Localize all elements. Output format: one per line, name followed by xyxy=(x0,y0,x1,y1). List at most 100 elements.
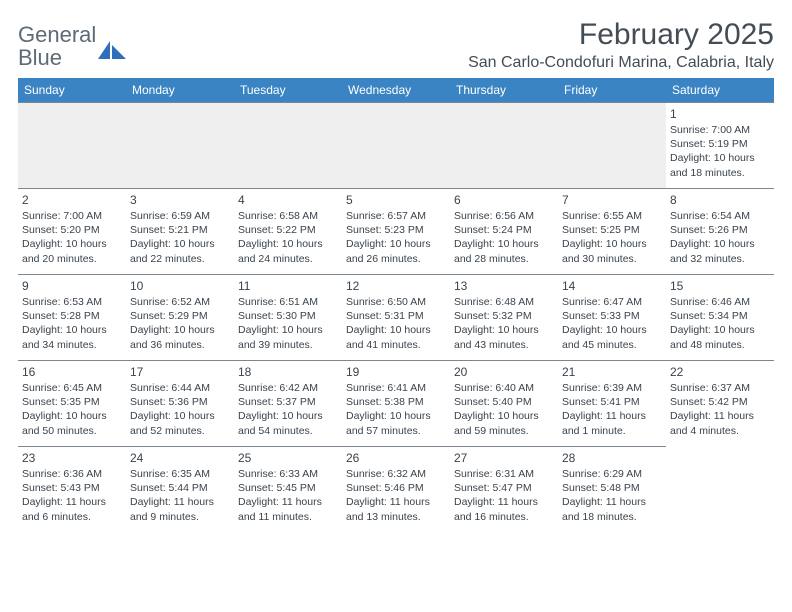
day-info: Sunrise: 6:56 AMSunset: 5:24 PMDaylight:… xyxy=(454,209,554,266)
weekday-label: Tuesday xyxy=(234,78,342,102)
day-number: 24 xyxy=(130,451,230,465)
empty-cell xyxy=(126,102,234,188)
day-cell: 2 Sunrise: 7:00 AMSunset: 5:20 PMDaylight… xyxy=(18,188,126,274)
weekday-label: Friday xyxy=(558,78,666,102)
weekday-label: Wednesday xyxy=(342,78,450,102)
day-number: 23 xyxy=(22,451,122,465)
day-info: Sunrise: 6:32 AMSunset: 5:46 PMDaylight:… xyxy=(346,467,446,524)
day-info: Sunrise: 6:52 AMSunset: 5:29 PMDaylight:… xyxy=(130,295,230,352)
title-block: February 2025 San Carlo-Condofuri Marina… xyxy=(468,18,774,72)
header: General Blue February 2025 San Carlo-Con… xyxy=(18,18,774,72)
day-cell: 22 Sunrise: 6:37 AMSunset: 5:42 PMDayligh… xyxy=(666,360,774,446)
day-number: 14 xyxy=(562,279,662,293)
day-number: 8 xyxy=(670,193,770,207)
day-number: 21 xyxy=(562,365,662,379)
day-info: Sunrise: 6:48 AMSunset: 5:32 PMDaylight:… xyxy=(454,295,554,352)
day-info: Sunrise: 6:58 AMSunset: 5:22 PMDaylight:… xyxy=(238,209,338,266)
day-cell: 21 Sunrise: 6:39 AMSunset: 5:41 PMDayligh… xyxy=(558,360,666,446)
day-number: 10 xyxy=(130,279,230,293)
day-info: Sunrise: 6:45 AMSunset: 5:35 PMDaylight:… xyxy=(22,381,122,438)
day-cell: 14 Sunrise: 6:47 AMSunset: 5:33 PMDayligh… xyxy=(558,274,666,360)
sail-icon xyxy=(98,39,128,61)
day-cell: 28 Sunrise: 6:29 AMSunset: 5:48 PMDayligh… xyxy=(558,446,666,532)
day-info: Sunrise: 6:31 AMSunset: 5:47 PMDaylight:… xyxy=(454,467,554,524)
day-cell: 25 Sunrise: 6:33 AMSunset: 5:45 PMDayligh… xyxy=(234,446,342,532)
day-cell: 6 Sunrise: 6:56 AMSunset: 5:24 PMDaylight… xyxy=(450,188,558,274)
day-cell: 27 Sunrise: 6:31 AMSunset: 5:47 PMDayligh… xyxy=(450,446,558,532)
day-number: 20 xyxy=(454,365,554,379)
location: San Carlo-Condofuri Marina, Calabria, It… xyxy=(468,54,774,72)
empty-cell xyxy=(234,102,342,188)
day-info: Sunrise: 6:40 AMSunset: 5:40 PMDaylight:… xyxy=(454,381,554,438)
empty-cell xyxy=(450,102,558,188)
day-info: Sunrise: 6:29 AMSunset: 5:48 PMDaylight:… xyxy=(562,467,662,524)
day-number: 13 xyxy=(454,279,554,293)
day-cell: 5 Sunrise: 6:57 AMSunset: 5:23 PMDaylight… xyxy=(342,188,450,274)
logo: General Blue xyxy=(18,18,128,70)
weekday-label: Sunday xyxy=(18,78,126,102)
empty-cell xyxy=(342,102,450,188)
day-cell: 7 Sunrise: 6:55 AMSunset: 5:25 PMDaylight… xyxy=(558,188,666,274)
day-number: 5 xyxy=(346,193,446,207)
day-cell: 18 Sunrise: 6:42 AMSunset: 5:37 PMDayligh… xyxy=(234,360,342,446)
day-cell: 3 Sunrise: 6:59 AMSunset: 5:21 PMDaylight… xyxy=(126,188,234,274)
day-cell: 20 Sunrise: 6:40 AMSunset: 5:40 PMDayligh… xyxy=(450,360,558,446)
day-cell: 11 Sunrise: 6:51 AMSunset: 5:30 PMDayligh… xyxy=(234,274,342,360)
day-info: Sunrise: 6:59 AMSunset: 5:21 PMDaylight:… xyxy=(130,209,230,266)
weekday-label: Saturday xyxy=(666,78,774,102)
day-cell: 19 Sunrise: 6:41 AMSunset: 5:38 PMDayligh… xyxy=(342,360,450,446)
weekday-header: SundayMondayTuesdayWednesdayThursdayFrid… xyxy=(18,78,774,102)
day-info: Sunrise: 6:51 AMSunset: 5:30 PMDaylight:… xyxy=(238,295,338,352)
day-number: 19 xyxy=(346,365,446,379)
day-cell: 1 Sunrise: 7:00 AMSunset: 5:19 PMDaylight… xyxy=(666,102,774,188)
day-cell: 16 Sunrise: 6:45 AMSunset: 5:35 PMDayligh… xyxy=(18,360,126,446)
day-info: Sunrise: 6:50 AMSunset: 5:31 PMDaylight:… xyxy=(346,295,446,352)
day-number: 27 xyxy=(454,451,554,465)
day-cell: 8Sunrise: 6:54 AMSunset: 5:26 PMDaylight… xyxy=(666,188,774,274)
day-info: Sunrise: 6:41 AMSunset: 5:38 PMDaylight:… xyxy=(346,381,446,438)
day-number: 26 xyxy=(346,451,446,465)
day-info: Sunrise: 6:33 AMSunset: 5:45 PMDaylight:… xyxy=(238,467,338,524)
day-cell: 4 Sunrise: 6:58 AMSunset: 5:22 PMDaylight… xyxy=(234,188,342,274)
day-number: 1 xyxy=(670,107,770,121)
day-info: Sunrise: 6:55 AMSunset: 5:25 PMDaylight:… xyxy=(562,209,662,266)
empty-cell xyxy=(558,102,666,188)
day-cell: 10 Sunrise: 6:52 AMSunset: 5:29 PMDayligh… xyxy=(126,274,234,360)
day-number: 7 xyxy=(562,193,662,207)
day-cell: 17Sunrise: 6:44 AMSunset: 5:36 PMDayligh… xyxy=(126,360,234,446)
day-cell: 23Sunrise: 6:36 AMSunset: 5:43 PMDayligh… xyxy=(18,446,126,532)
day-number: 18 xyxy=(238,365,338,379)
empty-cell xyxy=(18,102,126,188)
day-info: Sunrise: 6:39 AMSunset: 5:41 PMDaylight:… xyxy=(562,381,662,438)
day-cell: 15Sunrise: 6:46 AMSunset: 5:34 PMDayligh… xyxy=(666,274,774,360)
day-info: Sunrise: 7:00 AMSunset: 5:20 PMDaylight:… xyxy=(22,209,122,266)
day-number: 15 xyxy=(670,279,770,293)
day-number: 12 xyxy=(346,279,446,293)
calendar-body: 1 Sunrise: 7:00 AMSunset: 5:19 PMDaylight… xyxy=(18,102,774,532)
day-number: 11 xyxy=(238,279,338,293)
day-number: 2 xyxy=(22,193,122,207)
day-number: 9 xyxy=(22,279,122,293)
day-cell: 9Sunrise: 6:53 AMSunset: 5:28 PMDaylight… xyxy=(18,274,126,360)
day-number: 28 xyxy=(562,451,662,465)
day-info: Sunrise: 7:00 AMSunset: 5:19 PMDaylight:… xyxy=(670,123,770,180)
day-info: Sunrise: 6:42 AMSunset: 5:37 PMDaylight:… xyxy=(238,381,338,438)
day-number: 6 xyxy=(454,193,554,207)
weekday-label: Thursday xyxy=(450,78,558,102)
day-number: 4 xyxy=(238,193,338,207)
day-cell: 12 Sunrise: 6:50 AMSunset: 5:31 PMDayligh… xyxy=(342,274,450,360)
logo-word2: Blue xyxy=(18,45,62,70)
day-info: Sunrise: 6:37 AMSunset: 5:42 PMDaylight:… xyxy=(670,381,770,438)
day-info: Sunrise: 6:57 AMSunset: 5:23 PMDaylight:… xyxy=(346,209,446,266)
day-number: 22 xyxy=(670,365,770,379)
day-info: Sunrise: 6:44 AMSunset: 5:36 PMDaylight:… xyxy=(130,381,230,438)
day-number: 25 xyxy=(238,451,338,465)
day-number: 16 xyxy=(22,365,122,379)
day-number: 3 xyxy=(130,193,230,207)
day-info: Sunrise: 6:35 AMSunset: 5:44 PMDaylight:… xyxy=(130,467,230,524)
logo-word1: General xyxy=(18,22,96,47)
logo-text: General Blue xyxy=(18,24,96,70)
day-info: Sunrise: 6:47 AMSunset: 5:33 PMDaylight:… xyxy=(562,295,662,352)
month-title: February 2025 xyxy=(468,18,774,52)
weekday-label: Monday xyxy=(126,78,234,102)
